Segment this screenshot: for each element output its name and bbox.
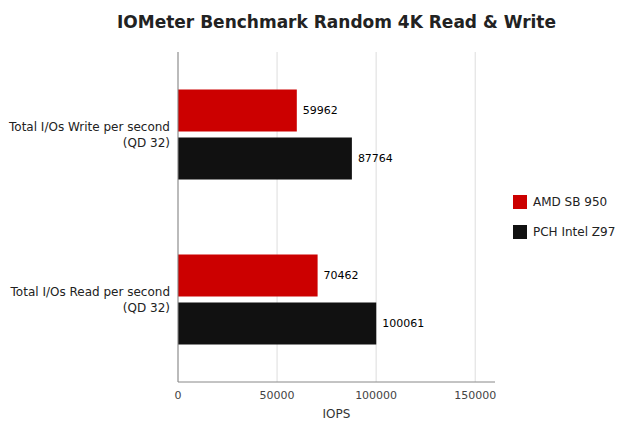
category-label: Total I/Os Read per second (QD 32) bbox=[10, 285, 170, 315]
data-labels: 59962 87764 70462 100061 bbox=[303, 104, 424, 330]
x-tick-label: 150000 bbox=[454, 389, 496, 402]
grid bbox=[178, 52, 475, 382]
legend-label: AMD SB 950 bbox=[533, 195, 607, 209]
grid-line bbox=[475, 52, 476, 382]
x-axis-label: IOPS bbox=[323, 407, 351, 421]
data-label: 100061 bbox=[382, 317, 424, 330]
legend: AMD SB 950 PCH Intel Z97 bbox=[513, 195, 615, 239]
category-label: Total I/Os Write per second (QD 32) bbox=[8, 120, 170, 150]
bar bbox=[178, 255, 318, 297]
x-axis-line bbox=[178, 382, 495, 383]
grid-line bbox=[178, 52, 179, 382]
x-tick-label: 100000 bbox=[355, 389, 397, 402]
x-tick-label: 50000 bbox=[260, 389, 295, 402]
category-label-line: (QD 32) bbox=[123, 136, 170, 150]
y-axis-line bbox=[178, 52, 179, 382]
legend-label: PCH Intel Z97 bbox=[533, 225, 615, 239]
title: IOMeter Benchmark Random 4K Read & Write bbox=[117, 12, 556, 32]
bar bbox=[178, 90, 297, 132]
data-label: 70462 bbox=[324, 269, 359, 282]
bar bbox=[178, 138, 352, 180]
chart: IOMeter Benchmark Random 4K Read & Write… bbox=[0, 0, 625, 434]
category-label-line: Total I/Os Write per second bbox=[8, 120, 170, 134]
x-tick-label: 0 bbox=[175, 389, 182, 402]
category-label-line: (QD 32) bbox=[123, 301, 170, 315]
data-label: 87764 bbox=[358, 152, 393, 165]
category-label-line: Total I/Os Read per second bbox=[10, 285, 170, 299]
legend-swatch bbox=[513, 195, 527, 209]
legend-swatch bbox=[513, 225, 527, 239]
bars bbox=[178, 90, 376, 345]
data-label: 59962 bbox=[303, 104, 338, 117]
bar bbox=[178, 303, 376, 345]
